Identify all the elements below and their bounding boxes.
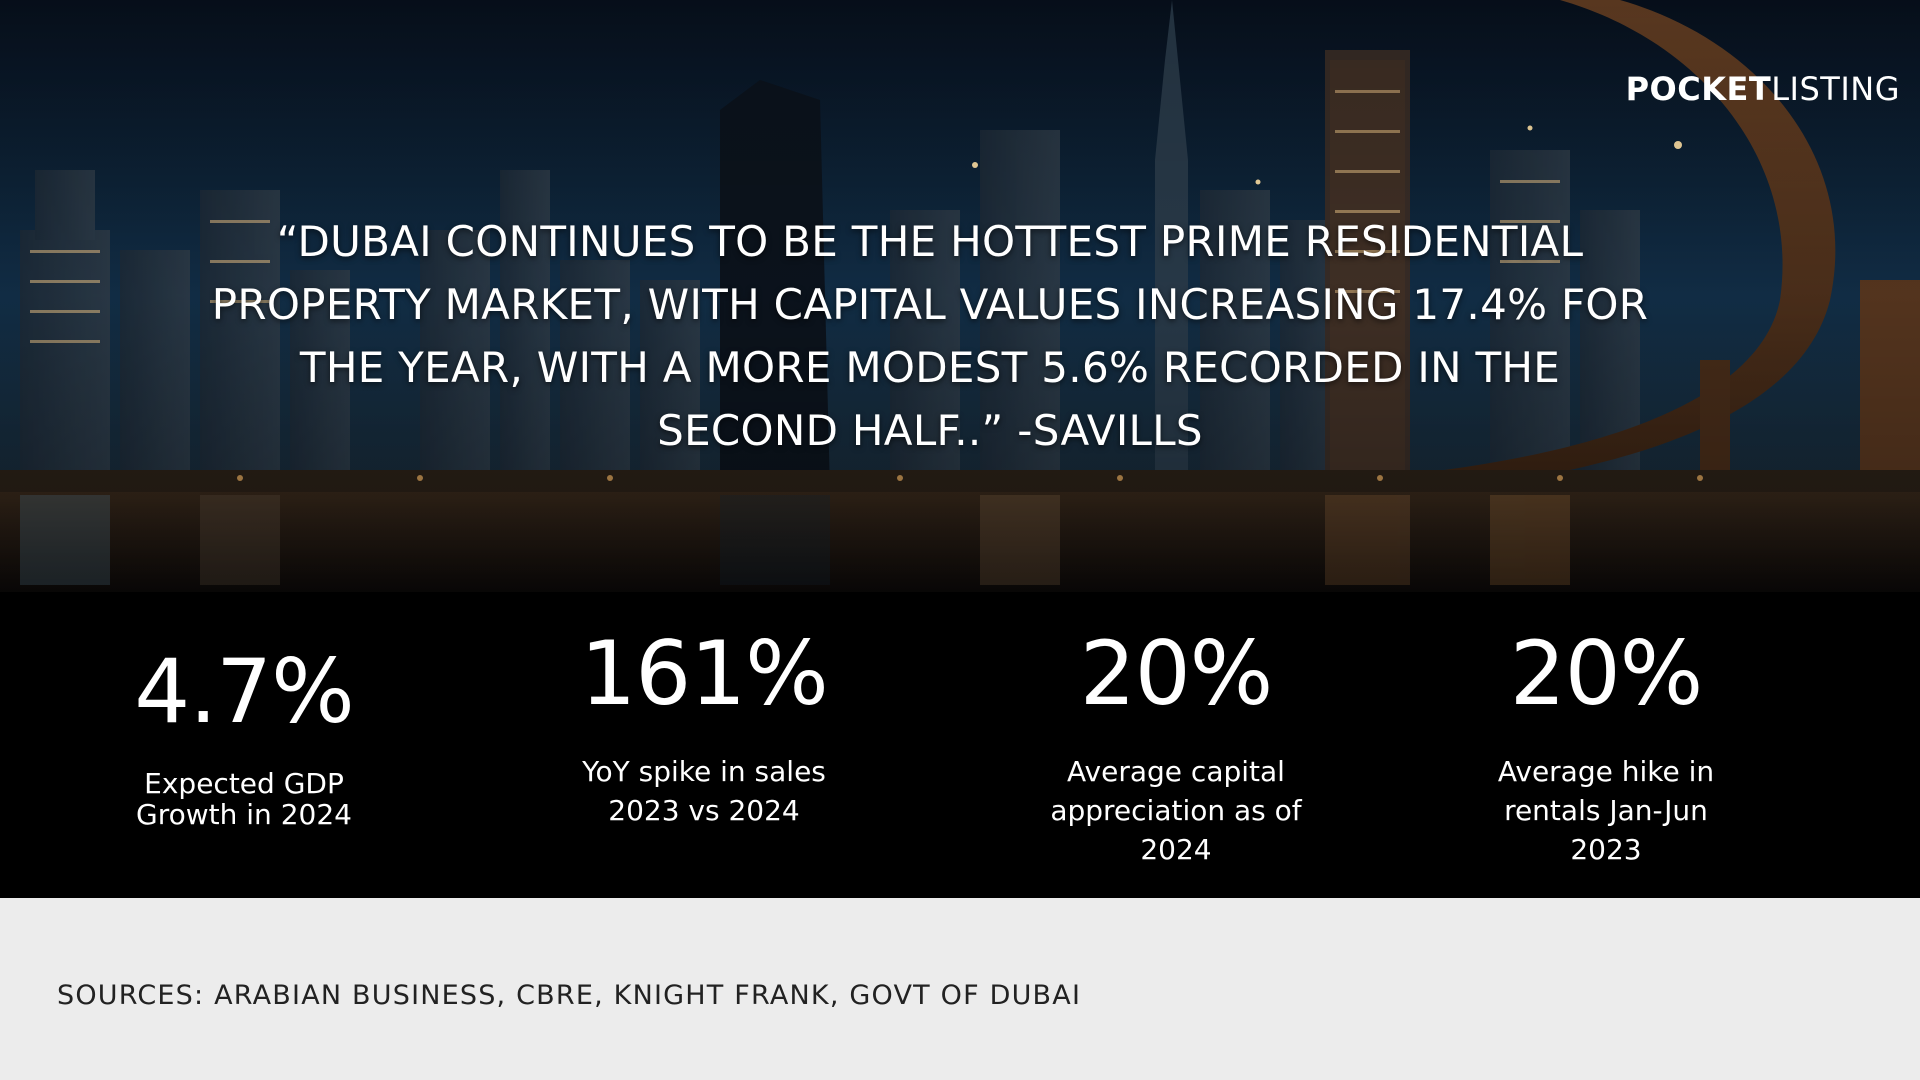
stat-value: 20% [1509, 622, 1704, 725]
stat-label: Expected GDP Growth in 2024 [136, 767, 352, 831]
savills-quote: “DUBAI CONTINUES TO BE THE HOTTEST PRIME… [211, 217, 1649, 455]
image-overlay [0, 0, 1920, 592]
stat-rental-hike: 20% Average hike in rentals Jan-Jun 2023 [1426, 592, 1786, 869]
logo-wordmark-pocket: POCKET [1625, 70, 1772, 108]
sources-footnote: SOURCES: ARABIAN BUSINESS, CBRE, KNIGHT … [57, 980, 1082, 1011]
stat-capital-appreciation: 20% Average capital appreciation as of 2… [996, 592, 1356, 869]
stat-value: 161% [580, 622, 829, 725]
stat-value: 20% [1079, 622, 1274, 725]
hero-banner: POCKETLISTING “DUBAI CONTINUES TO BE THE… [0, 0, 1920, 592]
stat-sales-spike: 161% YoY spike in sales 2023 vs 2024 [524, 592, 884, 830]
stat-label: YoY spike in sales 2023 vs 2024 [582, 755, 826, 827]
stat-value: 4.7% [134, 640, 355, 743]
stat-label: Average capital appreciation as of 2024 [1050, 755, 1302, 866]
stat-label: Average hike in rentals Jan-Jun 2023 [1497, 755, 1715, 866]
stats-band: 4.7% Expected GDP Growth in 2024 161% Yo… [0, 592, 1920, 898]
logo-wordmark-listing: LISTING [1771, 70, 1900, 108]
stat-gdp-growth: 4.7% Expected GDP Growth in 2024 [64, 592, 424, 831]
pocketlisting-logo: POCKETLISTING [1626, 70, 1900, 108]
dubai-skyline-background-image [0, 0, 1920, 592]
